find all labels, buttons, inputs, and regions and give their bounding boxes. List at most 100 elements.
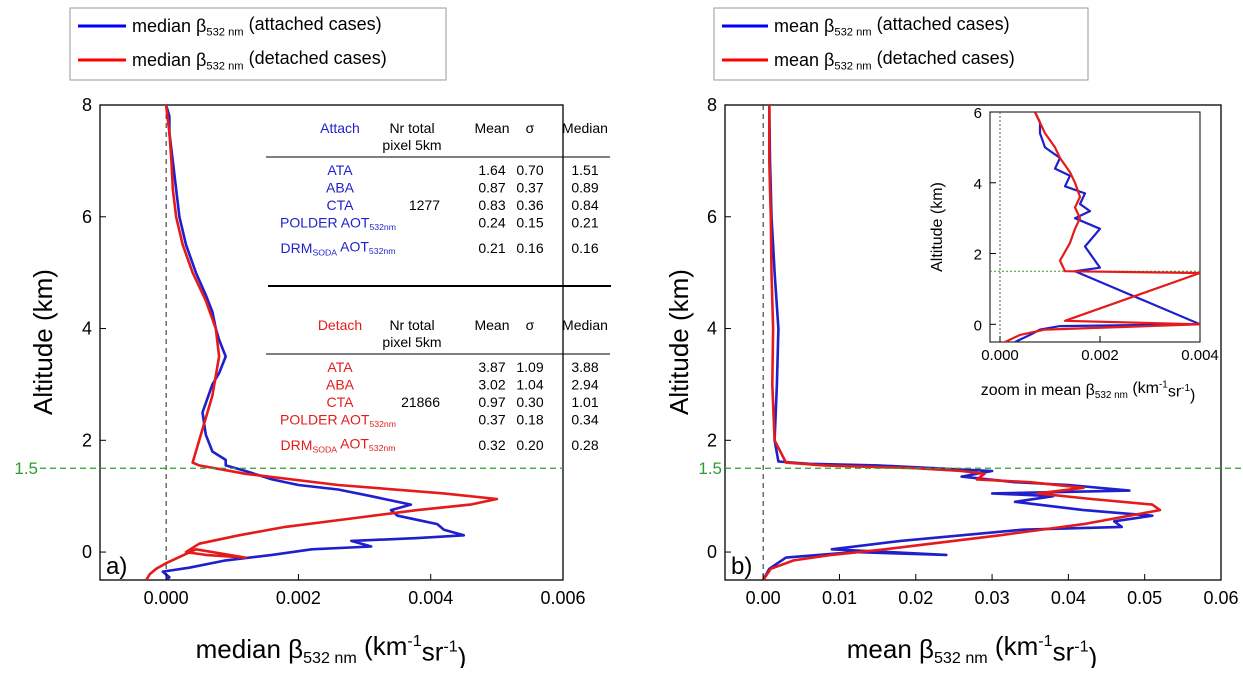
panel-0-label: a) bbox=[106, 553, 127, 580]
table-attached-row-label: POLDER AOT532nm bbox=[280, 215, 396, 233]
inset-xlabel-part: -1 bbox=[1181, 383, 1190, 394]
table-attached-row-mean: 0.24 bbox=[478, 215, 505, 231]
table-detached-row-label-part: CTA bbox=[327, 394, 355, 410]
panel-2-ytick-label: 4 bbox=[974, 176, 982, 193]
table-detached-header-median: Median bbox=[562, 317, 608, 333]
table-detached-row-label-part: 532nm bbox=[369, 419, 396, 429]
table-detached-header-sigma: σ bbox=[526, 317, 535, 333]
table-detached-row-label: ATA bbox=[327, 359, 353, 375]
table-attached-row-label-part: POLDER AOT bbox=[280, 215, 370, 231]
panel-1-ytick-label: 4 bbox=[707, 319, 717, 339]
table-attached-row-label-part: ABA bbox=[326, 180, 355, 196]
panel-0-xlabel-part: -1 bbox=[407, 632, 421, 650]
panel-2-ytick-label: 2 bbox=[974, 247, 982, 264]
table-attached-row-median: 1.51 bbox=[571, 162, 598, 178]
legend-a-entry-1-part: 532 nm bbox=[206, 60, 243, 72]
table-detached-row-label: ABA bbox=[326, 377, 355, 393]
panel-2-series-0 bbox=[1014, 112, 1200, 342]
legend-b-entry-0: mean β532 nm (attached cases) bbox=[774, 14, 1010, 38]
table-attached-row-mean: 0.87 bbox=[478, 180, 505, 196]
legend-b-entry-1: mean β532 nm (detached cases) bbox=[774, 48, 1015, 72]
panel-0-xtick-label: 0.004 bbox=[408, 588, 453, 608]
table-attached-row-label: CTA bbox=[327, 197, 355, 213]
table-attached-row-sigma: 0.37 bbox=[516, 180, 543, 196]
table-detached-row-mean: 3.87 bbox=[478, 359, 505, 375]
panel-0-xtick-label: 0.000 bbox=[144, 588, 189, 608]
table-attached-row-mean: 0.83 bbox=[478, 197, 505, 213]
table-detached-row-median: 1.01 bbox=[571, 394, 598, 410]
legend-a-entry-1: median β532 nm (detached cases) bbox=[132, 48, 387, 72]
panel-0-ytick-label: 6 bbox=[82, 207, 92, 227]
panel-1-xlabel-part: -1 bbox=[1038, 632, 1052, 650]
panel-2-ytick-label: 6 bbox=[974, 105, 982, 122]
table-attached-header-pixel: pixel 5km bbox=[382, 137, 441, 153]
panel-0-xlabel-part: sr bbox=[422, 636, 444, 666]
table-detached-row-mean: 0.97 bbox=[478, 394, 505, 410]
panel-0-ytick-label: 0 bbox=[82, 542, 92, 562]
table-attached-row-mean: 1.64 bbox=[478, 162, 505, 178]
panel-1-xtick-label: 0.04 bbox=[1051, 588, 1086, 608]
table-attached-row-median: 0.89 bbox=[571, 180, 598, 196]
legend-a-box bbox=[69, 7, 447, 81]
legend-b-box bbox=[713, 7, 1089, 81]
table-attached-header-sigma: σ bbox=[526, 120, 535, 136]
panel-0-xlabel-part: 532 nm bbox=[303, 649, 357, 667]
table-detached-row-mean: 3.02 bbox=[478, 377, 505, 393]
panel-2-frame bbox=[989, 111, 1201, 343]
panel-2-series-1 bbox=[1004, 112, 1200, 342]
inset-xlabel-part: zoom in mean β bbox=[981, 382, 1095, 399]
table-attached-row-label: DRMSODA AOT532nm bbox=[281, 238, 396, 257]
panel-1-xlabel-part: 532 nm bbox=[934, 649, 988, 667]
table-attached-row-median: 0.84 bbox=[571, 197, 598, 213]
panel-0-ytick-label: 2 bbox=[82, 430, 92, 450]
table-detached-row-label-part: ATA bbox=[327, 359, 353, 375]
panel-1-xtick-label: 0.02 bbox=[898, 588, 933, 608]
legend-b-entry-0-part: mean β bbox=[774, 16, 834, 36]
panel-0-xlabel-part: -1 bbox=[443, 638, 457, 656]
table-attached-title: Attach bbox=[320, 120, 360, 136]
panel-0-frame bbox=[99, 104, 564, 581]
table-detached-row-sigma: 0.30 bbox=[516, 394, 543, 410]
legend-a-entry-0-part: median β bbox=[132, 16, 206, 36]
legend-a-entry-1-part: (detached cases) bbox=[244, 48, 387, 68]
panel-1-xtick-label: 0.01 bbox=[822, 588, 857, 608]
table-detached-row-sigma: 1.04 bbox=[516, 377, 543, 393]
table-detached-title: Detach bbox=[318, 317, 362, 333]
table-detached-header-nr: Nr total bbox=[389, 317, 434, 333]
panel-0-series-1 bbox=[145, 105, 499, 580]
panel-0-xlabel: median β532 nm (km-1sr-1) bbox=[196, 631, 467, 668]
panel-1-xlabel-part: sr bbox=[1053, 636, 1075, 666]
table-attached-row-label-part: 532nm bbox=[369, 246, 396, 256]
legend-b-entry-0-part: 532 nm bbox=[834, 26, 871, 38]
table-detached-row-sigma: 0.20 bbox=[516, 437, 543, 453]
table-detached-row-sigma: 1.09 bbox=[516, 359, 543, 375]
panel-1-ylabel: Altitude (km) bbox=[664, 269, 694, 415]
table-detached-row-label-part: DRM bbox=[281, 437, 313, 453]
panel-0-ytick-label: 8 bbox=[82, 95, 92, 115]
panel-1-frame bbox=[724, 104, 1222, 581]
table-attached-row-sigma: 0.16 bbox=[516, 240, 543, 256]
table-detached-header-pixel: pixel 5km bbox=[382, 334, 441, 350]
inset-xlabel-part: sr bbox=[1168, 384, 1182, 401]
table-detached-row-sigma: 0.18 bbox=[516, 412, 543, 428]
panel-1-xtick-label: 0.05 bbox=[1127, 588, 1162, 608]
panel-1-xlabel-part: ) bbox=[1089, 642, 1098, 668]
table-detached-row-median: 0.28 bbox=[571, 437, 598, 453]
table-detached-row-label-part: 532nm bbox=[369, 443, 396, 453]
panel-1-label: b) bbox=[731, 553, 752, 580]
panel-0-group: 0.000 0.002 0.004 0.006 0 2 4 6 8 bbox=[82, 95, 586, 608]
table-attached-row-sigma: 0.15 bbox=[516, 215, 543, 231]
panel-1-xlabel-part: -1 bbox=[1074, 638, 1088, 656]
panel-1-xtick-label: 0.03 bbox=[975, 588, 1010, 608]
table-attached-header-median: Median bbox=[562, 120, 608, 136]
panel-0-xlabel-part: (km bbox=[357, 631, 408, 661]
panel-0-ytick-label: 4 bbox=[82, 319, 92, 339]
panel-0-ylabel: Altitude (km) bbox=[28, 269, 58, 415]
table-attached-row-label: ATA bbox=[327, 162, 353, 178]
table-attached-row-sigma: 0.70 bbox=[516, 162, 543, 178]
inset-ylabel: Altitude (km) bbox=[929, 182, 946, 272]
legend-b-entry-1-part: 532 nm bbox=[834, 60, 871, 72]
legend-a-entry-0-part: (attached cases) bbox=[244, 14, 382, 34]
table-attached-row-label-part: DRM bbox=[281, 240, 313, 256]
